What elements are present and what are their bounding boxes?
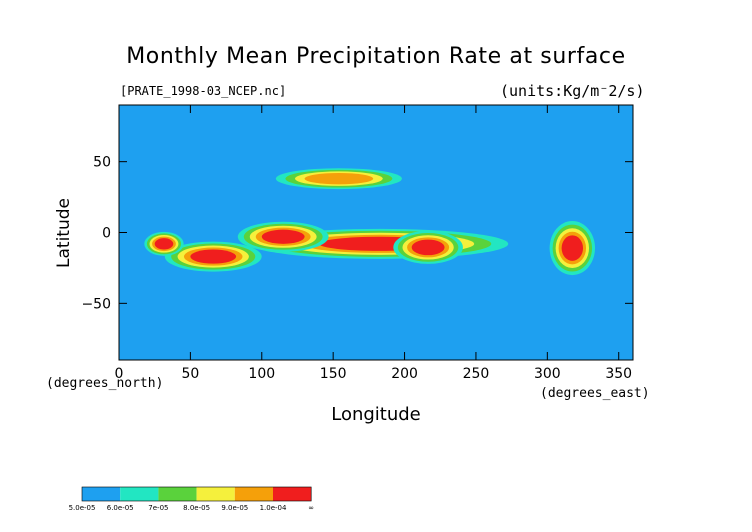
x-axis-unit-label: (degrees_east) [540, 386, 650, 401]
colorbar-border [81, 486, 312, 502]
colorbar-swatch [273, 487, 312, 501]
x-tick-label: 250 [463, 366, 490, 382]
colorbar-swatch [120, 487, 159, 501]
colorbar-label: 1.0e-04 [260, 504, 287, 512]
precip-region-5-level-4 [304, 173, 374, 185]
precip-region-4-level-5 [561, 235, 584, 261]
chart-title: Monthly Mean Precipitation Rate at surfa… [126, 44, 626, 69]
x-tick-label: 0 [115, 366, 124, 382]
y-tick-label: 0 [102, 226, 111, 242]
colorbar-label: 7e-05 [148, 504, 168, 512]
x-tick-label: 150 [320, 366, 347, 382]
precip-region-3-level-5 [190, 249, 237, 264]
colorbar-swatch [158, 487, 197, 501]
colorbar-label: 9.0e-05 [221, 504, 248, 512]
x-tick-label: 300 [534, 366, 561, 382]
x-tick-label: 200 [391, 366, 418, 382]
colorbar-swatch [196, 487, 235, 501]
colorbar-label: ∞ [308, 504, 314, 512]
x-tick-label: 100 [248, 366, 275, 382]
colorbar-label: 5.0e-05 [69, 504, 96, 512]
precip-region-7-level-5 [154, 238, 174, 250]
precip-region-2-level-5 [411, 239, 445, 256]
y-axis-unit-label: (degrees_north) [46, 376, 164, 391]
colorbar-swatch [82, 487, 121, 501]
x-tick-label: 50 [181, 366, 199, 382]
colorbar-swatch [234, 487, 273, 501]
x-axis-label: Longitude [331, 404, 421, 425]
source-file-label: [PRATE_1998-03_NCEP.nc] [120, 84, 287, 98]
x-tick-label: 350 [605, 366, 632, 382]
colorbar-label: 6.0e-05 [107, 504, 134, 512]
y-tick-label: −50 [81, 296, 111, 312]
colorbar-label: 8.0e-05 [183, 504, 210, 512]
units-label: (units:Kg/m⁻2/s) [500, 82, 645, 100]
y-tick-label: 50 [93, 155, 111, 171]
precip-region-6-level-5 [261, 229, 305, 244]
